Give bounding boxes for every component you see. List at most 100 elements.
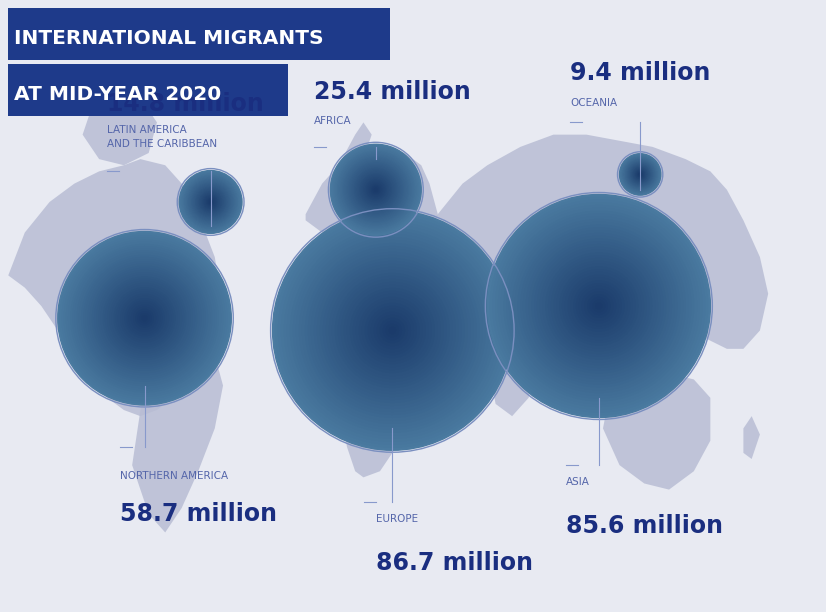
- Circle shape: [339, 154, 412, 226]
- Circle shape: [626, 160, 655, 189]
- Circle shape: [339, 277, 446, 384]
- Circle shape: [357, 294, 428, 367]
- Circle shape: [620, 154, 660, 195]
- Circle shape: [198, 189, 223, 215]
- Circle shape: [185, 176, 236, 228]
- Text: 58.7 million: 58.7 million: [120, 502, 277, 526]
- Circle shape: [189, 181, 232, 223]
- Circle shape: [372, 185, 381, 194]
- Circle shape: [368, 307, 416, 354]
- Circle shape: [375, 188, 377, 191]
- Circle shape: [361, 175, 391, 204]
- Circle shape: [119, 292, 170, 345]
- Circle shape: [335, 149, 417, 231]
- Circle shape: [591, 297, 607, 315]
- Circle shape: [566, 272, 633, 340]
- Circle shape: [366, 179, 386, 200]
- Circle shape: [369, 183, 382, 196]
- Circle shape: [350, 289, 434, 372]
- Circle shape: [582, 289, 615, 323]
- Circle shape: [190, 182, 231, 222]
- Circle shape: [629, 163, 651, 185]
- Polygon shape: [487, 318, 537, 416]
- Circle shape: [622, 156, 658, 193]
- Circle shape: [103, 277, 186, 359]
- Circle shape: [621, 156, 659, 193]
- Circle shape: [326, 264, 458, 397]
- Circle shape: [636, 170, 644, 179]
- Polygon shape: [421, 294, 471, 398]
- Circle shape: [202, 193, 220, 211]
- Circle shape: [71, 245, 218, 392]
- Circle shape: [106, 279, 183, 357]
- Circle shape: [180, 171, 241, 233]
- Circle shape: [202, 193, 219, 211]
- Circle shape: [623, 157, 657, 192]
- Circle shape: [526, 234, 672, 378]
- Circle shape: [380, 318, 404, 343]
- Polygon shape: [132, 343, 223, 532]
- Circle shape: [196, 187, 225, 217]
- Circle shape: [188, 180, 233, 224]
- Circle shape: [620, 155, 660, 194]
- Circle shape: [297, 234, 488, 427]
- Polygon shape: [578, 294, 653, 367]
- Circle shape: [596, 303, 601, 309]
- Circle shape: [579, 286, 619, 326]
- Circle shape: [273, 211, 512, 450]
- Circle shape: [638, 173, 642, 176]
- Circle shape: [344, 283, 440, 378]
- Circle shape: [532, 239, 666, 373]
- Circle shape: [210, 201, 211, 203]
- Circle shape: [627, 161, 653, 188]
- Polygon shape: [306, 147, 438, 269]
- Circle shape: [534, 242, 663, 370]
- Circle shape: [317, 256, 468, 405]
- Circle shape: [571, 278, 627, 334]
- Circle shape: [639, 174, 641, 175]
- Circle shape: [121, 294, 169, 342]
- Circle shape: [135, 310, 154, 327]
- Circle shape: [624, 159, 656, 190]
- Circle shape: [552, 259, 646, 353]
- Circle shape: [188, 179, 234, 225]
- Circle shape: [114, 288, 175, 349]
- Circle shape: [633, 166, 648, 182]
- Circle shape: [345, 159, 406, 220]
- Circle shape: [66, 240, 222, 397]
- Circle shape: [633, 167, 648, 182]
- Circle shape: [107, 282, 182, 355]
- Circle shape: [593, 300, 605, 312]
- Circle shape: [187, 177, 235, 226]
- Circle shape: [192, 184, 229, 220]
- Circle shape: [355, 170, 396, 210]
- Circle shape: [197, 188, 224, 215]
- Circle shape: [337, 151, 415, 228]
- Circle shape: [110, 283, 179, 353]
- Circle shape: [209, 200, 212, 204]
- Circle shape: [287, 226, 497, 435]
- Polygon shape: [83, 92, 157, 165]
- Circle shape: [183, 174, 239, 230]
- Circle shape: [504, 211, 694, 401]
- Circle shape: [368, 182, 384, 198]
- Circle shape: [343, 157, 409, 223]
- Circle shape: [365, 304, 420, 357]
- Circle shape: [200, 191, 221, 213]
- Circle shape: [354, 168, 397, 211]
- Circle shape: [82, 255, 207, 381]
- Circle shape: [112, 286, 177, 351]
- Circle shape: [192, 183, 230, 221]
- Circle shape: [628, 162, 653, 187]
- Circle shape: [358, 171, 394, 208]
- Circle shape: [203, 194, 218, 210]
- Circle shape: [499, 206, 700, 406]
- Text: 25.4 million: 25.4 million: [314, 80, 471, 103]
- Circle shape: [524, 231, 674, 381]
- Circle shape: [138, 312, 151, 325]
- Circle shape: [625, 160, 655, 189]
- Circle shape: [634, 168, 647, 181]
- Circle shape: [629, 163, 652, 186]
- Circle shape: [84, 258, 205, 379]
- Circle shape: [207, 199, 214, 205]
